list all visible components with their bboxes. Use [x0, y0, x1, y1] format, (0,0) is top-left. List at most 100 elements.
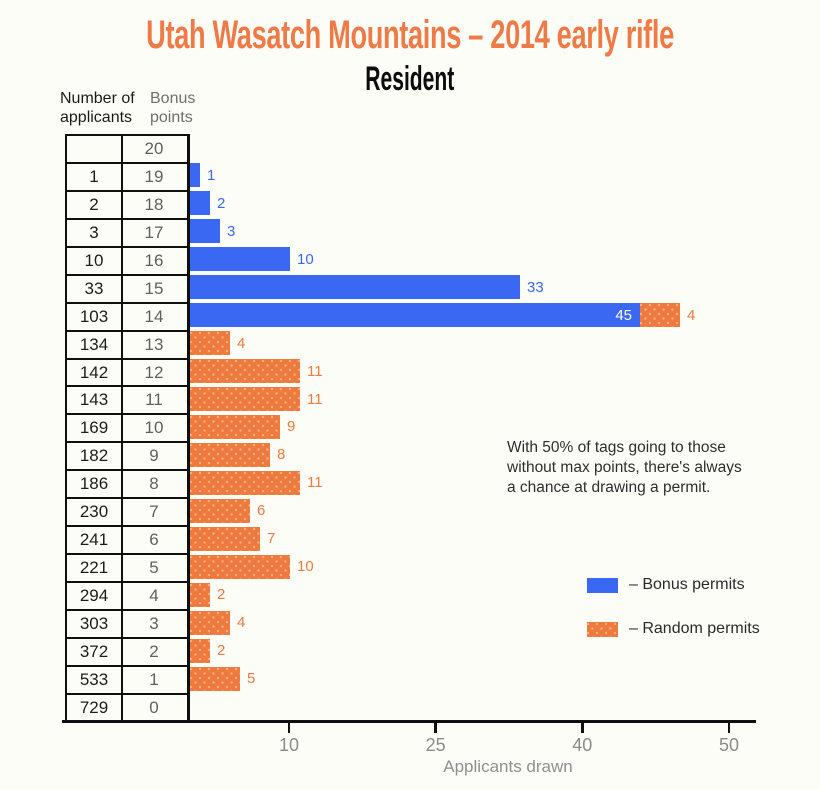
x-tick-label: 50 [718, 735, 740, 755]
bonus-bar-value: 3 [227, 222, 236, 240]
table-row: 186 8 [67, 469, 187, 498]
table-row: 33 15 [67, 273, 187, 302]
random-bar-value: 8 [277, 446, 286, 464]
bar-row: 9 [190, 415, 295, 439]
x-axis-line [62, 720, 756, 723]
x-tick-mark [727, 723, 731, 733]
table-row: 143 11 [67, 385, 187, 414]
points-cell: 18 [121, 191, 185, 218]
random-swatch-icon [587, 621, 618, 637]
points-cell: 3 [121, 610, 185, 637]
table-row: 1 19 [67, 161, 187, 190]
table-row: 10 16 [67, 245, 187, 274]
random-bar-value: 11 [307, 362, 323, 380]
column-header-points: Bonus points [150, 90, 196, 126]
x-tick-mark [581, 723, 584, 733]
annotation-line: without max points, there's always [507, 459, 742, 476]
bonus-bar [190, 247, 290, 272]
table-row: 221 5 [67, 553, 187, 581]
x-tick-mark [287, 723, 291, 733]
bar-row: 1 [190, 163, 216, 188]
bar-row: 2 [190, 582, 226, 607]
points-cell: 8 [121, 471, 185, 498]
applicants-cell: 134 [79, 334, 109, 354]
table-row: 182 9 [67, 441, 187, 470]
bar-row: 33 [190, 275, 544, 300]
applicants-cell: 33 [84, 278, 104, 298]
chart-subtitle-row: Resident [0, 60, 820, 99]
random-bar [190, 582, 210, 607]
table-row: 241 6 [67, 525, 187, 554]
applicants-cell: 3 [89, 222, 99, 242]
bar-row: 6 [190, 498, 266, 523]
random-bar-value: 4 [237, 614, 246, 632]
random-bar [190, 554, 290, 579]
bonus-bar [190, 163, 200, 188]
bar-plot-area: 1 2 3 10 33 45 4 4 11 11 9 8 11 6 7 10 2 4 2 5 [190, 134, 810, 722]
applicants-cell: 2 [89, 194, 99, 214]
bar-row: 10 [190, 247, 314, 272]
table-row: 533 1 [67, 664, 187, 693]
bonus-bar-value: 1 [207, 166, 216, 184]
bar-row: 11 [190, 359, 323, 384]
points-table: 20 1 19 2 18 3 17 10 16 33 15 103 14 134 13 142 12 143 11 1… [65, 134, 187, 721]
random-bar [190, 442, 270, 467]
applicants-cell: 294 [79, 586, 109, 605]
random-bar-value: 6 [257, 502, 266, 520]
random-bar [190, 331, 230, 356]
applicants-cell: 372 [79, 641, 109, 661]
applicants-cell: 143 [79, 390, 109, 410]
applicants-cell: 186 [79, 474, 109, 494]
bar-row: 8 [190, 442, 286, 467]
points-cell: 7 [121, 499, 185, 526]
points-cell: 5 [121, 555, 185, 581]
random-bar [190, 470, 300, 495]
table-row: 103 14 [67, 301, 187, 330]
bonus-bar [190, 219, 220, 244]
table-row: 3 17 [67, 217, 187, 246]
random-bar-value: 4 [237, 334, 246, 352]
points-cell: 10 [121, 415, 185, 442]
bonus-bar [190, 191, 210, 216]
random-bar [190, 387, 300, 411]
x-tick-mark [434, 723, 437, 733]
table-row: 2 18 [67, 189, 187, 218]
legend-item-random: – Random permits [587, 620, 760, 637]
annotation-text: With 50% of tags going to those without m… [507, 438, 777, 498]
applicants-cell: 533 [79, 669, 109, 689]
bar-row: 11 [190, 387, 323, 411]
random-bar-value: 2 [217, 586, 226, 604]
bar-row: 4 [190, 331, 246, 356]
points-cell: 0 [121, 694, 185, 721]
bonus-bar-value: 33 [527, 278, 544, 296]
random-bar [190, 526, 260, 551]
applicants-cell: 182 [79, 446, 109, 466]
table-row: 134 13 [67, 329, 187, 358]
column-header-applicants: Number of applicants [60, 90, 135, 126]
points-cell: 1 [121, 666, 185, 693]
random-bar [640, 303, 680, 328]
random-bar-value: 7 [267, 530, 276, 548]
table-row: 372 2 [67, 636, 187, 665]
bar-row: 11 [190, 470, 323, 495]
chart-subtitle: Resident [365, 60, 455, 98]
applicants-cell: 729 [79, 697, 109, 717]
annotation-line: With 50% of tags going to those [507, 439, 726, 456]
legend-label: – Random permits [629, 620, 760, 637]
table-row: 20 [67, 134, 187, 162]
x-tick-label: 25 [425, 735, 446, 755]
random-bar-value: 11 [307, 390, 323, 408]
points-cell: 16 [121, 247, 185, 274]
applicants-cell: 142 [79, 362, 109, 382]
bar-row: 45 4 [190, 303, 695, 328]
applicants-cell: 169 [79, 418, 109, 438]
x-tick-label: 10 [278, 735, 300, 755]
points-cell: 19 [121, 163, 185, 190]
random-bar [190, 359, 300, 384]
random-bar-value: 9 [287, 418, 296, 436]
table-row: 294 4 [67, 581, 187, 609]
applicants-cell: 1 [89, 166, 99, 186]
y-axis-line [187, 134, 190, 722]
bar-row: 4 [190, 610, 246, 635]
table-row: 303 3 [67, 608, 187, 637]
